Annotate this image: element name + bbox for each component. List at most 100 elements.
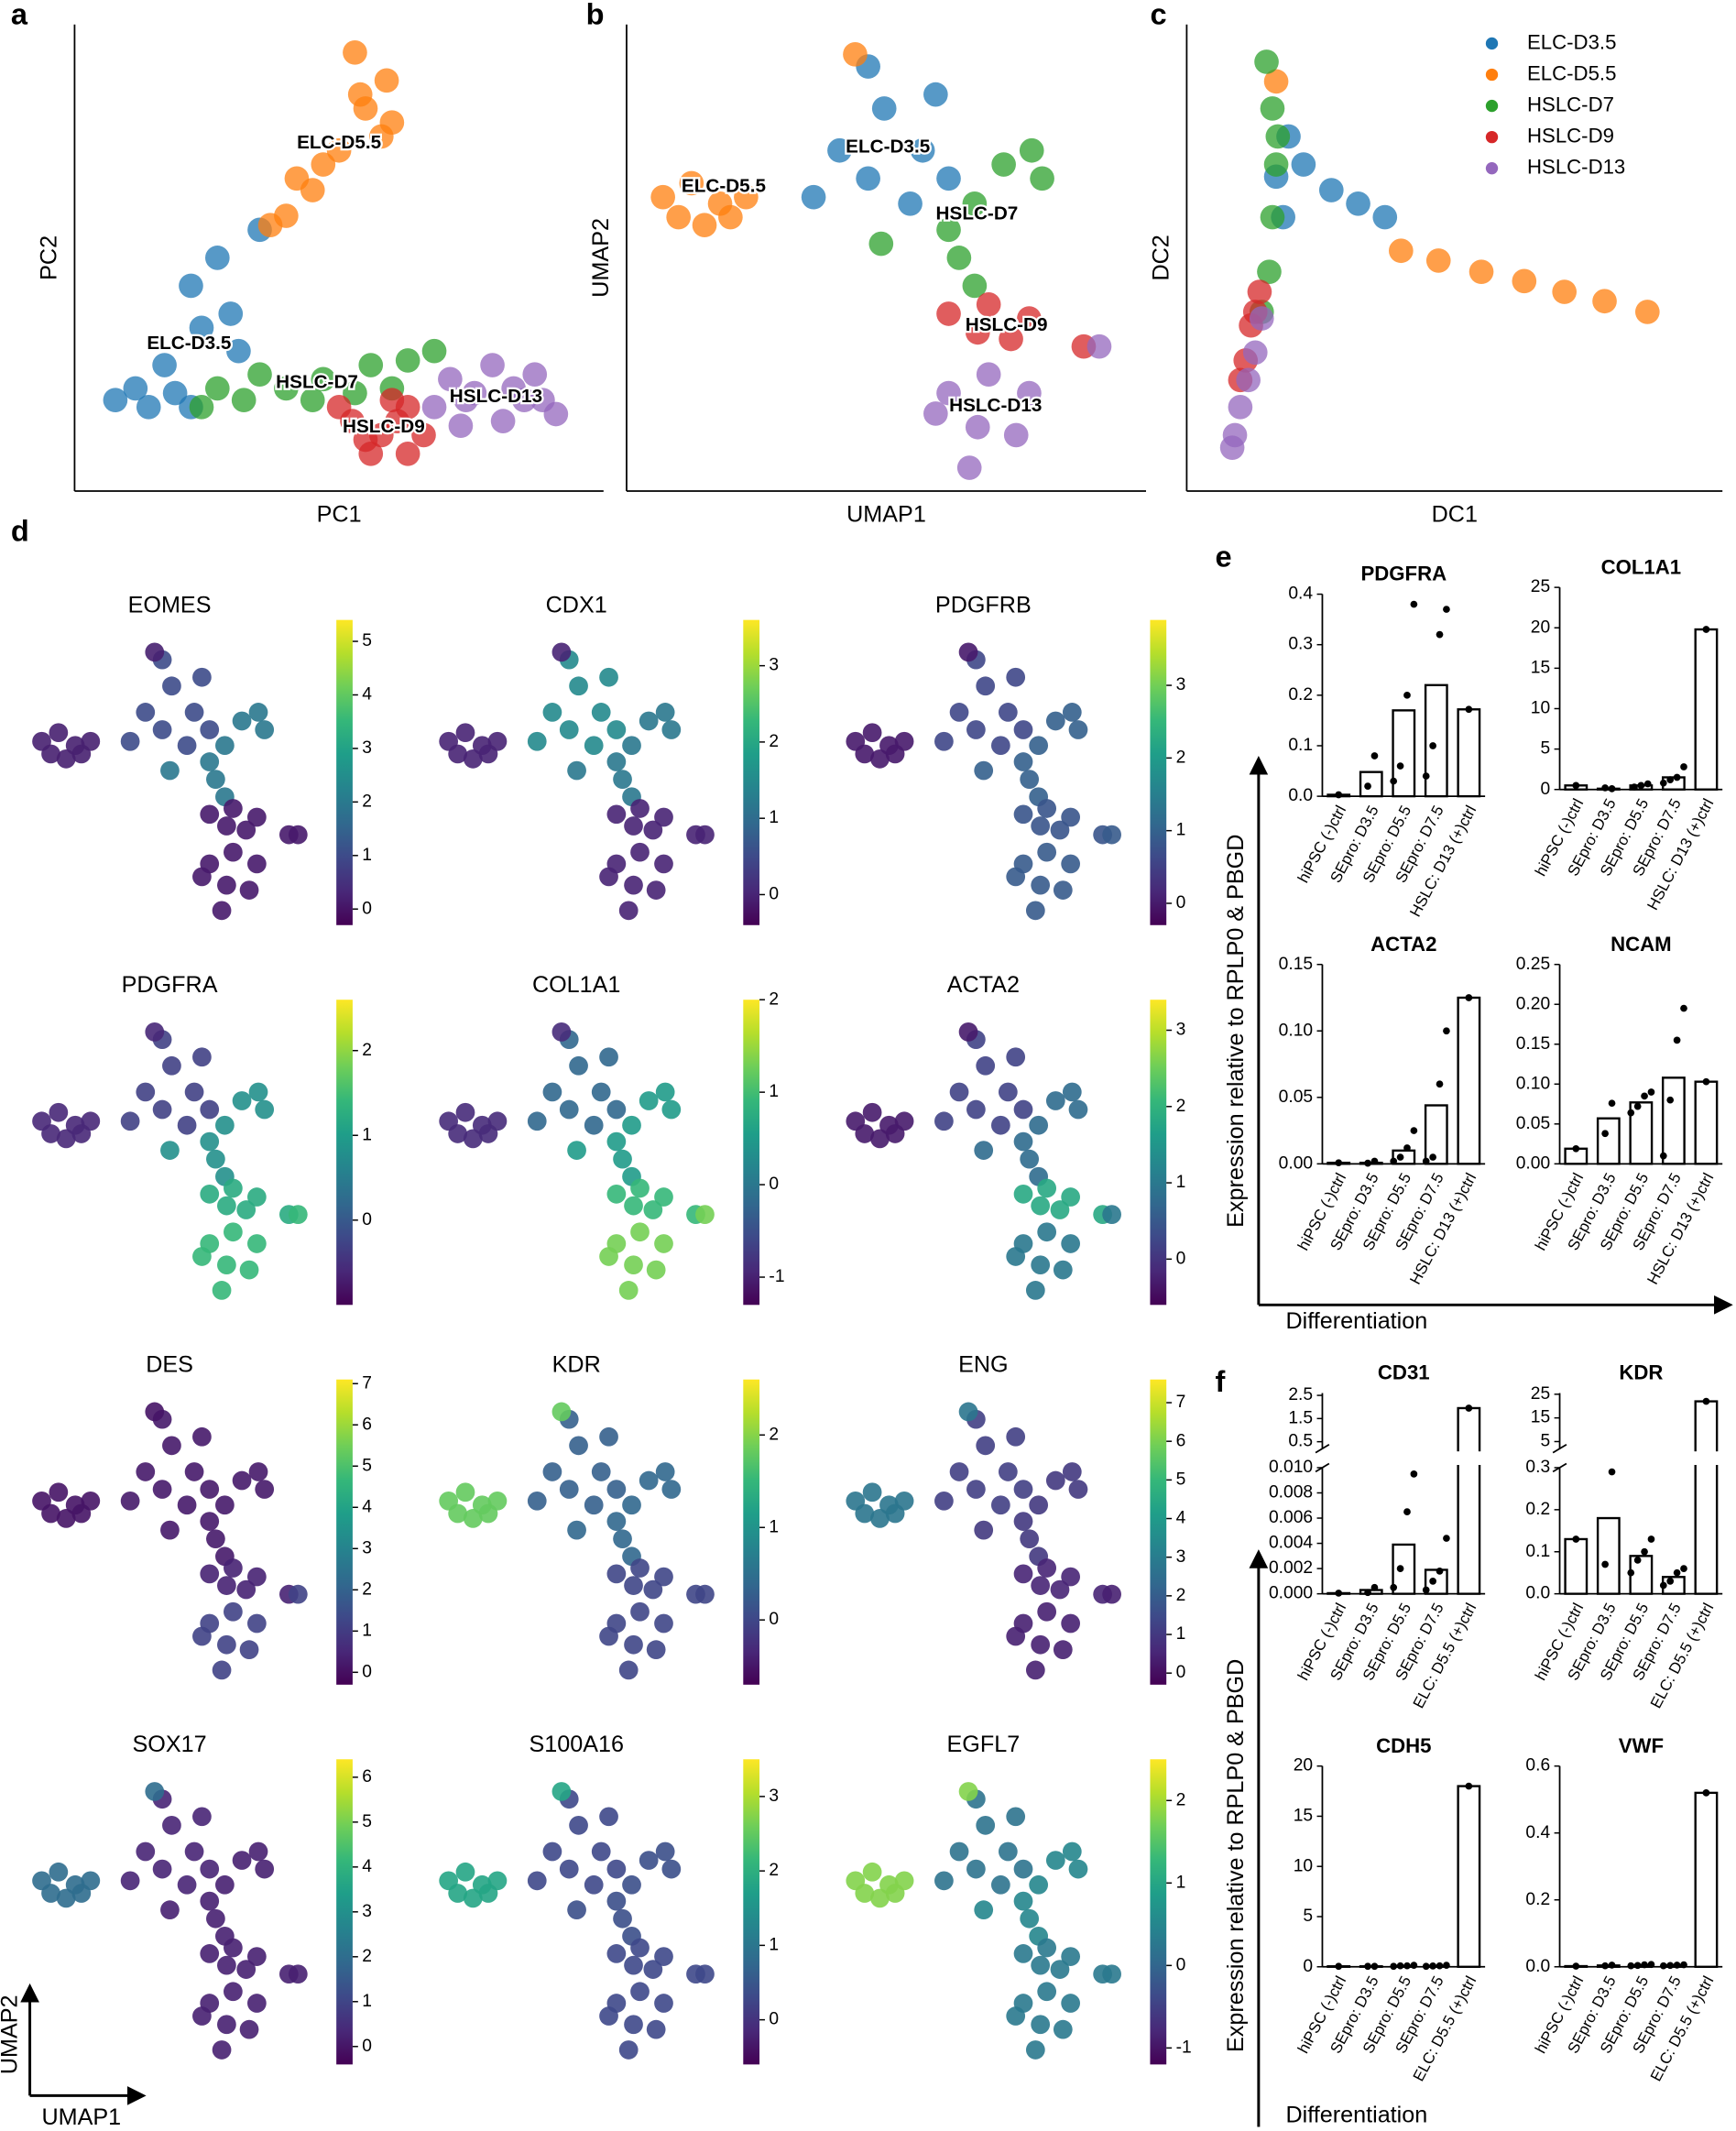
point (606, 1099, 627, 1120)
replicate-point (1396, 1565, 1404, 1572)
axis-break (1315, 1444, 1330, 1454)
replicate-point (1673, 1036, 1681, 1044)
point (661, 720, 682, 739)
point (192, 1247, 212, 1266)
colorbar-tick-label: 5 (1176, 1470, 1186, 1489)
point (247, 1187, 267, 1207)
point (1045, 1470, 1065, 1491)
point (200, 804, 220, 825)
colorbar-tick-label: 3 (1176, 1021, 1186, 1040)
point (1029, 1874, 1049, 1895)
point (1031, 1255, 1051, 1275)
replicate-point (1633, 1102, 1642, 1110)
replicate-point (1403, 1144, 1411, 1152)
point (584, 1874, 604, 1895)
point (591, 1841, 611, 1862)
point (966, 720, 986, 739)
point (1086, 333, 1112, 359)
point (421, 395, 447, 420)
point (71, 1503, 92, 1524)
point (606, 804, 627, 825)
point (998, 703, 1018, 722)
point (41, 1124, 60, 1143)
point (639, 711, 659, 731)
point (966, 1859, 986, 1879)
point (56, 1888, 76, 1908)
colorbar (336, 1379, 353, 1685)
point (542, 1082, 562, 1102)
bar (1392, 709, 1416, 798)
point (1017, 380, 1042, 406)
point (522, 362, 548, 388)
point (542, 1462, 562, 1481)
point (606, 1859, 627, 1879)
point (965, 414, 990, 440)
replicate-point (1659, 779, 1667, 787)
y-tick-label: 0.05 (1279, 1087, 1313, 1107)
replicate-point (1627, 1109, 1635, 1117)
point (411, 422, 436, 448)
point (1019, 137, 1044, 163)
bar (1694, 1400, 1719, 1595)
point (567, 760, 586, 781)
point (624, 2015, 643, 2035)
replicate-point (1702, 1077, 1710, 1086)
y-tick-label: 0.4 (1525, 1823, 1550, 1842)
colorbar (336, 1759, 353, 2065)
colorbar-tick-label: 6 (362, 1415, 372, 1434)
replicate-point (1641, 1092, 1648, 1100)
point (591, 703, 611, 722)
point (991, 1115, 1010, 1135)
point (862, 1862, 882, 1882)
colorbar-tick-label: 0 (769, 2010, 779, 2029)
point (542, 1841, 562, 1862)
point (239, 1640, 259, 1660)
point (162, 1436, 181, 1456)
point (257, 213, 283, 238)
colorbar (336, 619, 353, 925)
colorbar-tick-label: 2 (1176, 1790, 1186, 1809)
point (624, 1255, 643, 1275)
point (385, 409, 409, 433)
colorbar-tick-label: 2 (769, 1425, 779, 1444)
point (584, 1495, 604, 1515)
point (200, 1480, 220, 1499)
point (934, 1491, 954, 1511)
point (71, 744, 92, 764)
feature-title: ENG (958, 1352, 1009, 1378)
replicate-point (1608, 1962, 1616, 1969)
replicate-point (1403, 691, 1411, 699)
point (618, 901, 639, 921)
colorbar-tick-label: 4 (362, 685, 372, 705)
point (274, 376, 299, 401)
point (1037, 799, 1057, 818)
point (56, 1509, 76, 1528)
point (599, 1047, 618, 1067)
point (160, 1900, 180, 1920)
point (606, 720, 627, 739)
panel-letter: b (586, 0, 605, 30)
point (49, 723, 69, 743)
bar-title: CD31 (1378, 1361, 1430, 1384)
point (1029, 1495, 1049, 1515)
point (217, 1634, 236, 1655)
point (734, 184, 759, 210)
legend-swatch (1485, 68, 1499, 82)
point (1029, 736, 1049, 756)
replicate-point (1465, 1404, 1473, 1412)
point (599, 867, 618, 887)
colorbar-tick-label: 3 (362, 1538, 372, 1557)
point (455, 1102, 475, 1122)
point (618, 1660, 639, 1680)
point (606, 1891, 627, 1911)
y-axis-label: DC2 (1148, 235, 1174, 280)
colorbar-tick-label: 1 (1176, 1873, 1186, 1892)
point (152, 1480, 172, 1499)
point (661, 1099, 682, 1120)
colorbar-tick-label: 0 (362, 899, 372, 918)
replicate-point (1601, 784, 1609, 792)
point (1045, 711, 1065, 731)
y-tick-label: 5 (1540, 1432, 1550, 1451)
point (958, 1782, 978, 1801)
point (1050, 1579, 1070, 1600)
